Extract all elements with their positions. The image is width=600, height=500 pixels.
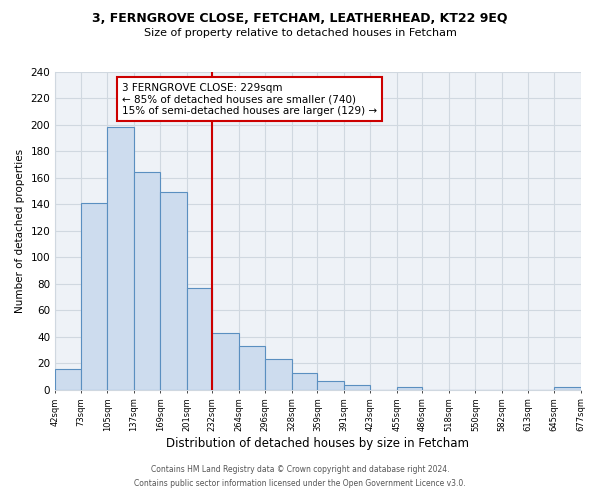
Bar xyxy=(55,368,81,390)
X-axis label: Distribution of detached houses by size in Fetcham: Distribution of detached houses by size … xyxy=(166,437,469,450)
Text: Contains HM Land Registry data © Crown copyright and database right 2024.
Contai: Contains HM Land Registry data © Crown c… xyxy=(134,466,466,487)
Text: Size of property relative to detached houses in Fetcham: Size of property relative to detached ho… xyxy=(143,28,457,38)
Bar xyxy=(160,192,187,390)
Bar xyxy=(239,346,265,390)
Bar xyxy=(554,387,581,390)
Bar xyxy=(317,380,344,390)
Bar xyxy=(134,172,160,390)
Bar xyxy=(212,333,239,390)
Bar xyxy=(265,360,292,390)
Bar xyxy=(292,372,317,390)
Bar xyxy=(81,203,107,390)
Bar xyxy=(397,387,422,390)
Text: 3 FERNGROVE CLOSE: 229sqm
← 85% of detached houses are smaller (740)
15% of semi: 3 FERNGROVE CLOSE: 229sqm ← 85% of detac… xyxy=(122,82,377,116)
Y-axis label: Number of detached properties: Number of detached properties xyxy=(15,148,25,312)
Text: 3, FERNGROVE CLOSE, FETCHAM, LEATHERHEAD, KT22 9EQ: 3, FERNGROVE CLOSE, FETCHAM, LEATHERHEAD… xyxy=(92,12,508,26)
Bar xyxy=(107,127,134,390)
Bar xyxy=(187,288,212,390)
Bar xyxy=(344,384,370,390)
